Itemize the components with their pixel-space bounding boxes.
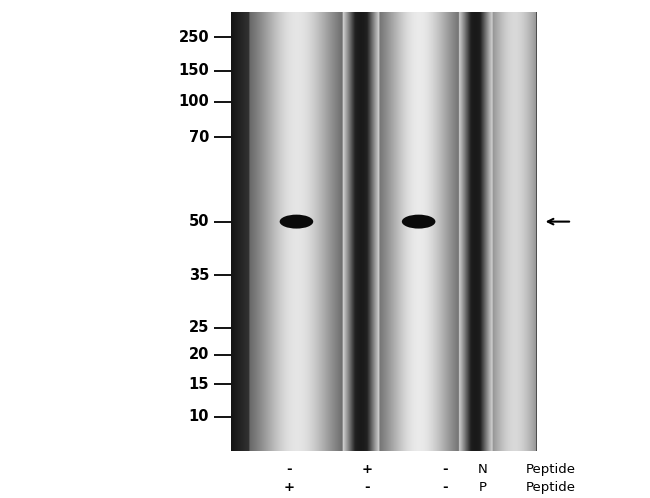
Text: 100: 100	[179, 94, 209, 109]
Text: 25: 25	[189, 320, 209, 335]
Text: 35: 35	[189, 268, 209, 283]
Text: Peptide: Peptide	[526, 463, 575, 476]
Text: -: -	[443, 463, 448, 476]
Text: P: P	[478, 481, 486, 494]
Text: 50: 50	[188, 214, 209, 229]
Text: N: N	[477, 463, 488, 476]
Text: -: -	[287, 463, 292, 476]
Text: 70: 70	[189, 130, 209, 145]
Text: +: +	[284, 481, 294, 494]
Text: 10: 10	[188, 409, 209, 424]
Ellipse shape	[280, 215, 313, 229]
Text: +: +	[362, 463, 372, 476]
Text: Peptide: Peptide	[526, 481, 575, 494]
Text: 150: 150	[179, 63, 209, 78]
Text: 20: 20	[189, 347, 209, 362]
Text: -: -	[365, 481, 370, 494]
Ellipse shape	[402, 215, 436, 229]
Text: 15: 15	[188, 377, 209, 392]
Text: 250: 250	[179, 30, 209, 45]
Text: -: -	[443, 481, 448, 494]
